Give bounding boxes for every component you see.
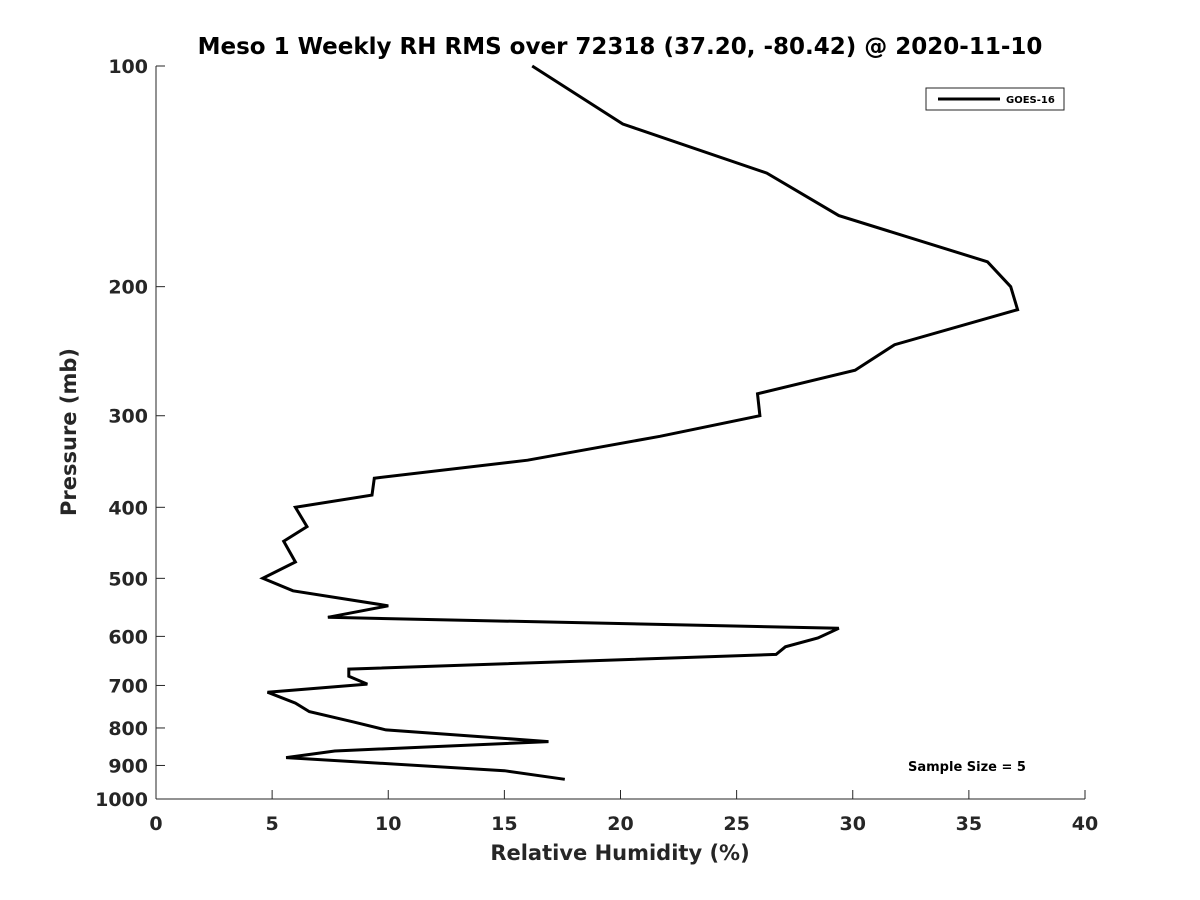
y-tick-label: 500: [108, 568, 148, 590]
y-tick-label: 100: [108, 56, 148, 78]
x-tick-label: 20: [607, 813, 633, 835]
sample-size-annotation: Sample Size = 5: [908, 760, 1026, 775]
y-tick-label: 900: [108, 755, 148, 777]
x-tick-label: 35: [956, 813, 982, 835]
y-tick-label: 400: [108, 497, 148, 519]
y-tick-label: 300: [108, 406, 148, 428]
plot-area: 0 5 10 15 20 25 30 35 40 100 200 300 400 500 600 700 800…: [95, 56, 1098, 835]
x-tick-label: 25: [723, 813, 749, 835]
y-tick-label: 800: [108, 718, 148, 740]
y-tick-label: 600: [108, 626, 148, 648]
y-tick-label: 1000: [95, 789, 148, 811]
series-line-goes-16: [259, 64, 1020, 781]
x-tick-label: 40: [1072, 813, 1098, 835]
chart-title: Meso 1 Weekly RH RMS over 72318 (37.20, …: [198, 34, 1043, 60]
y-axis-label: Pressure (mb): [57, 348, 81, 516]
x-axis-label: Relative Humidity (%): [490, 841, 749, 865]
legend-label: GOES-16: [1006, 95, 1055, 106]
x-tick-label: 0: [149, 813, 162, 835]
legend: GOES-16: [925, 87, 1065, 111]
x-tick-label: 5: [266, 813, 279, 835]
x-tick-label: 30: [840, 813, 866, 835]
x-tick-label: 10: [375, 813, 401, 835]
y-tick-label: 200: [108, 277, 148, 299]
y-tick-label: 700: [108, 675, 148, 697]
x-tick-label: 15: [491, 813, 517, 835]
